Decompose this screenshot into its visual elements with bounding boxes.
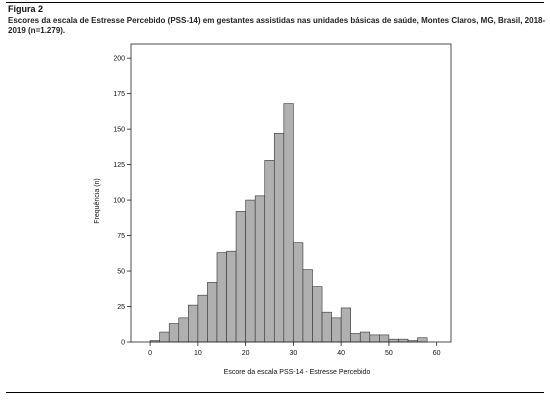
histogram-bar-6 <box>207 282 218 343</box>
plot-frame <box>130 43 452 343</box>
histogram-bar-15 <box>293 242 304 343</box>
bottom-rule <box>6 392 544 393</box>
histogram-bar-24 <box>379 334 390 343</box>
histogram-bar-19 <box>331 317 342 343</box>
histogram-bar-28 <box>417 337 428 343</box>
y-tick-label: 200 <box>113 56 125 63</box>
histogram-bar-7 <box>216 252 227 343</box>
histogram-bar-20 <box>340 307 352 343</box>
y-tick-label: 0 <box>121 340 125 347</box>
top-rule <box>6 2 544 3</box>
histogram-bar-9 <box>235 211 246 343</box>
y-tick-label: 150 <box>113 127 125 134</box>
histogram-bar-22 <box>359 331 371 343</box>
histogram-bar-1 <box>159 331 170 343</box>
histogram-bar-14 <box>283 103 294 343</box>
histogram-bar-16 <box>302 269 313 343</box>
y-tick-label: 50 <box>117 269 125 276</box>
y-tick-label: 75 <box>117 233 125 240</box>
histogram-bar-13 <box>273 133 285 343</box>
x-tick-label: 40 <box>337 350 345 357</box>
y-tick-label: 175 <box>113 91 125 98</box>
x-axis-label: Escore da escala PSS-14 - Estresse Perce… <box>224 369 371 376</box>
histogram-bar-21 <box>350 333 361 343</box>
histogram-bar-26 <box>398 338 409 343</box>
figure-caption: Escores da escala de Estresse Percebido … <box>8 16 546 35</box>
histogram-bar-3 <box>178 317 189 343</box>
x-tick-label: 20 <box>242 350 250 357</box>
y-tick-label: 25 <box>117 304 125 311</box>
histogram-bar-8 <box>226 250 237 343</box>
histogram-bar-18 <box>321 311 332 343</box>
histogram-bar-17 <box>312 286 323 343</box>
histogram-bar-12 <box>264 160 275 343</box>
x-tick-label: 30 <box>289 350 297 357</box>
x-tick-label: 60 <box>433 350 441 357</box>
histogram-bar-23 <box>369 334 380 343</box>
histogram-bar-5 <box>197 294 208 343</box>
histogram-bar-4 <box>188 304 199 343</box>
x-tick-label: 0 <box>148 350 152 357</box>
x-tick-label: 50 <box>385 350 393 357</box>
y-tick-label: 100 <box>113 198 125 205</box>
y-tick-label: 125 <box>113 162 125 169</box>
histogram-bar-2 <box>168 323 180 343</box>
histogram-bar-10 <box>245 199 256 343</box>
bars-group <box>149 103 428 343</box>
y-axis-label: Frequência (n) <box>94 178 101 224</box>
figure-label: Figura 2 <box>8 4 44 14</box>
x-tick-label: 10 <box>194 350 202 357</box>
histogram-bar-11 <box>254 195 266 343</box>
axes-group: 0 25 50 75 100 125 150 175 200 0 10 20 30 40 50 60 <box>113 43 452 357</box>
histogram-bar-25 <box>388 338 399 343</box>
